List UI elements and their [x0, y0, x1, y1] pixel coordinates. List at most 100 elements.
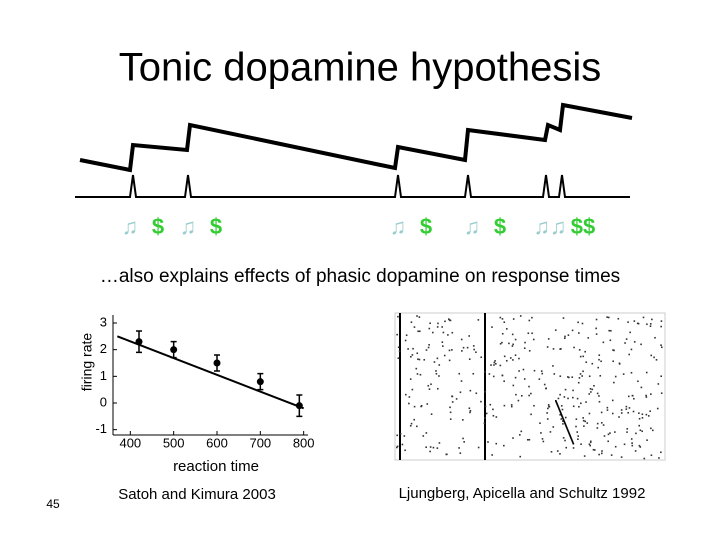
- raster-dot: [650, 454, 653, 457]
- raster-dot: [585, 401, 587, 403]
- raster-dot: [646, 439, 648, 441]
- raster-dot: [552, 365, 554, 367]
- raster-dot: [473, 348, 475, 351]
- raster-dot: [510, 405, 513, 408]
- raster-dot: [429, 450, 431, 453]
- raster-dot: [545, 387, 547, 390]
- raster-dot: [468, 358, 471, 360]
- raster-dot: [569, 435, 571, 437]
- raster-dot: [649, 410, 651, 412]
- raster-dot: [564, 423, 567, 425]
- raster-dot: [585, 361, 588, 363]
- raster-dot: [555, 401, 558, 403]
- raster-dot: [577, 438, 579, 440]
- raster-dot: [449, 418, 452, 420]
- raster-dot: [404, 449, 406, 452]
- raster-dot: [562, 317, 565, 319]
- raster-dot: [425, 432, 428, 434]
- raster-dot: [448, 318, 450, 320]
- raster-dot: [566, 427, 568, 430]
- raster-dot: [570, 437, 572, 439]
- raster-dot: [492, 375, 495, 378]
- raster-dot: [641, 417, 644, 419]
- raster-dot: [613, 349, 615, 352]
- raster-dot: [600, 452, 603, 455]
- raster-dot: [564, 439, 566, 442]
- raster-dot: [436, 387, 439, 390]
- raster-dot: [530, 413, 532, 416]
- raster-dot: [625, 405, 628, 408]
- raster-dot: [588, 375, 591, 378]
- raster-dot: [572, 389, 574, 392]
- raster-dot: [563, 420, 566, 423]
- raster-dot: [404, 393, 407, 396]
- raster-dot: [433, 361, 436, 363]
- raster-dot: [618, 363, 621, 365]
- raster-dot: [489, 403, 492, 406]
- raster-dot: [533, 404, 535, 407]
- raster-dot: [416, 315, 418, 317]
- raster-dot: [565, 426, 568, 428]
- raster-dot: [595, 318, 598, 321]
- raster-dot: [409, 378, 412, 380]
- raster-dot: [410, 422, 413, 425]
- raster-dot: [437, 322, 439, 325]
- raster-dot: [528, 385, 530, 388]
- raster-dot: [559, 409, 561, 412]
- raster-dot: [492, 414, 495, 417]
- event-symbols: ♫ $ ♫ $ ♫ $ ♫ $ ♫♫ $$: [122, 214, 595, 239]
- raster-dot: [491, 454, 493, 456]
- x-tick-label: 800: [293, 435, 315, 450]
- raster-dot: [560, 418, 563, 420]
- raster-dot: [493, 361, 496, 364]
- raster-dot: [459, 391, 462, 394]
- raster-dot: [404, 339, 407, 342]
- raster-dot: [613, 381, 615, 384]
- raster-dot: [466, 346, 469, 349]
- raster-dot: [612, 349, 614, 351]
- raster-dot: [646, 323, 648, 326]
- raster-dot: [531, 332, 533, 335]
- caption-left: Satoh and Kimura 2003: [118, 486, 276, 503]
- raster-dot: [640, 386, 643, 389]
- raster-dot: [562, 423, 564, 425]
- y-tick-label: -1: [95, 421, 107, 436]
- raster-dot: [592, 448, 595, 451]
- raster-dot: [601, 450, 603, 452]
- raster-dot: [643, 457, 646, 460]
- raster-dot: [660, 346, 663, 349]
- raster-dot: [495, 442, 498, 445]
- raster-dot: [647, 415, 650, 417]
- raster-dot: [532, 338, 535, 341]
- raster-dot: [591, 362, 594, 365]
- raster-dot: [503, 321, 506, 324]
- raster-dot: [419, 373, 422, 376]
- raster-dot: [609, 432, 611, 434]
- raster-dot: [586, 422, 589, 424]
- raster-dot: [493, 364, 495, 366]
- raster-dot: [484, 391, 487, 393]
- raster-dot: [641, 430, 643, 433]
- raster-dot: [653, 356, 655, 359]
- raster-dot: [564, 424, 567, 426]
- raster-dot: [523, 347, 526, 350]
- raster-dot: [637, 322, 640, 325]
- raster-dot: [475, 351, 477, 354]
- tonic-level: [79, 102, 633, 173]
- raster-dot: [410, 321, 413, 323]
- raster-dot: [658, 457, 660, 459]
- raster-dot: [484, 405, 487, 408]
- raster-dot: [528, 319, 531, 322]
- raster-dot: [397, 357, 400, 360]
- raster-dot: [451, 349, 453, 351]
- raster-dot: [614, 375, 617, 378]
- point: [256, 378, 264, 386]
- raster-dot: [411, 354, 414, 356]
- raster-dot: [565, 446, 568, 449]
- raster-dot: [448, 349, 451, 352]
- raster-dot: [568, 376, 570, 379]
- raster-dot: [645, 396, 648, 398]
- raster-dot: [660, 451, 662, 454]
- raster-dot: [448, 359, 451, 362]
- raster-dot: [477, 446, 480, 449]
